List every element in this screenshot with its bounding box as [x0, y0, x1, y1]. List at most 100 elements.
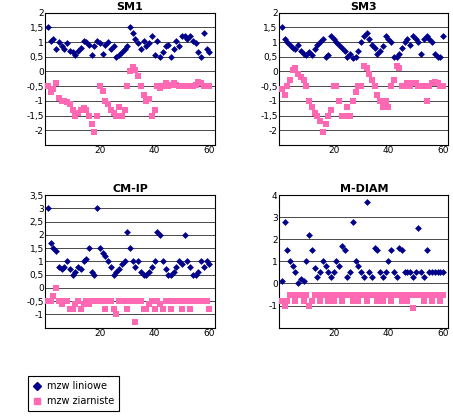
- Point: [395, 245, 403, 252]
- Point: [187, 83, 194, 89]
- Point: [284, 83, 291, 89]
- Point: [376, 269, 384, 276]
- Point: [189, 37, 197, 44]
- Point: [176, 258, 183, 265]
- Point: [86, 300, 93, 307]
- Point: [338, 112, 346, 119]
- Point: [129, 258, 136, 265]
- Point: [300, 298, 307, 304]
- Point: [325, 269, 332, 276]
- Point: [192, 298, 199, 304]
- Point: [124, 43, 131, 50]
- Point: [88, 121, 96, 128]
- Point: [439, 33, 447, 39]
- Point: [167, 271, 174, 278]
- Point: [55, 94, 63, 101]
- Point: [200, 263, 207, 270]
- Point: [107, 298, 115, 304]
- Point: [187, 306, 194, 312]
- Point: [137, 46, 145, 53]
- Point: [170, 269, 177, 276]
- Point: [325, 112, 332, 119]
- Point: [167, 306, 174, 312]
- Point: [107, 106, 115, 113]
- Point: [94, 37, 101, 44]
- Point: [336, 42, 343, 48]
- Point: [393, 62, 400, 69]
- Point: [151, 52, 158, 59]
- Point: [206, 306, 213, 312]
- Point: [145, 96, 153, 103]
- Point: [366, 269, 373, 276]
- Point: [116, 298, 123, 304]
- Point: [360, 62, 367, 69]
- Point: [336, 262, 343, 269]
- Point: [407, 83, 414, 89]
- Point: [407, 291, 414, 298]
- Point: [126, 298, 134, 304]
- Point: [82, 255, 90, 262]
- Point: [366, 291, 373, 298]
- Point: [53, 247, 60, 254]
- Point: [363, 65, 370, 72]
- Point: [178, 83, 186, 89]
- Point: [66, 100, 73, 107]
- Point: [322, 262, 329, 269]
- Point: [420, 83, 428, 89]
- Point: [154, 83, 161, 89]
- Point: [284, 247, 291, 254]
- Point: [44, 298, 52, 304]
- Point: [58, 97, 65, 104]
- Point: [368, 42, 376, 48]
- Point: [390, 291, 397, 298]
- Point: [292, 65, 299, 72]
- Point: [189, 271, 197, 278]
- Point: [184, 83, 191, 89]
- Point: [176, 83, 183, 89]
- Point: [418, 269, 425, 276]
- Point: [63, 99, 71, 106]
- Point: [325, 52, 332, 59]
- Point: [395, 65, 403, 72]
- Point: [184, 36, 191, 42]
- Point: [371, 83, 378, 89]
- Point: [121, 298, 128, 304]
- Point: [80, 258, 87, 265]
- Point: [178, 261, 186, 268]
- Point: [412, 80, 419, 87]
- Point: [368, 291, 376, 298]
- Point: [156, 231, 164, 238]
- Point: [385, 36, 392, 42]
- Point: [349, 298, 357, 304]
- Point: [181, 298, 188, 304]
- Point: [330, 36, 337, 42]
- Point: [382, 97, 389, 104]
- Point: [58, 266, 65, 273]
- Point: [86, 245, 93, 252]
- Point: [47, 298, 54, 304]
- Point: [126, 24, 134, 31]
- Point: [418, 50, 425, 57]
- Point: [393, 273, 400, 280]
- Point: [387, 83, 395, 89]
- Point: [420, 298, 428, 304]
- Point: [390, 77, 397, 84]
- Point: [294, 42, 302, 48]
- Point: [86, 42, 93, 48]
- Point: [322, 121, 329, 128]
- Point: [317, 39, 324, 45]
- Point: [181, 231, 188, 238]
- Point: [203, 258, 210, 265]
- Point: [407, 42, 414, 48]
- Point: [145, 300, 153, 307]
- Point: [82, 106, 90, 113]
- Point: [91, 298, 98, 304]
- Point: [426, 269, 433, 276]
- Point: [181, 83, 188, 89]
- Point: [286, 42, 294, 48]
- Point: [317, 118, 324, 125]
- Point: [418, 291, 425, 298]
- Point: [305, 97, 313, 104]
- Point: [357, 291, 365, 298]
- Point: [360, 273, 367, 280]
